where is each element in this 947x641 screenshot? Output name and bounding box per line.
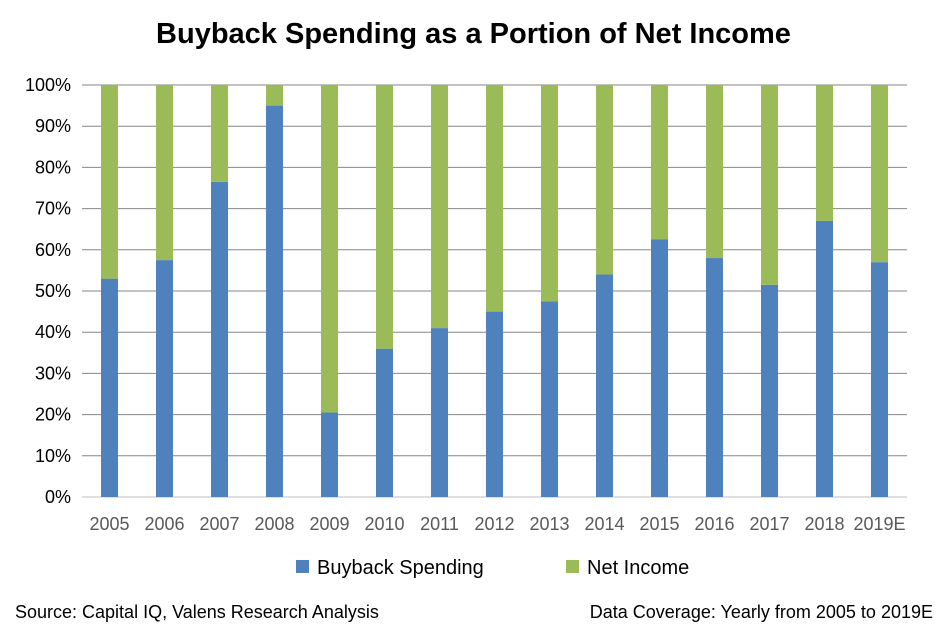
y-tick-label: 40% xyxy=(35,322,71,342)
x-tick-label: 2015 xyxy=(639,514,679,534)
bar-net-income xyxy=(761,85,778,285)
bar-buyback-spending xyxy=(266,105,283,497)
bar-buyback-spending xyxy=(486,311,503,497)
bar-net-income xyxy=(706,85,723,259)
bar-buyback-spending xyxy=(101,278,118,497)
bar-net-income xyxy=(266,85,283,106)
y-tick-label: 50% xyxy=(35,281,71,301)
bar-buyback-spending xyxy=(376,348,393,497)
y-tick-label: 0% xyxy=(45,487,71,507)
bar-buyback-spending xyxy=(156,260,173,497)
bar-buyback-spending xyxy=(761,284,778,497)
bar-buyback-spending xyxy=(321,412,338,497)
x-tick-label: 2018 xyxy=(804,514,844,534)
bar-buyback-spending xyxy=(211,181,228,497)
bar-net-income xyxy=(651,85,668,240)
bar-net-income xyxy=(816,85,833,221)
bars xyxy=(101,85,888,497)
source-note: Source: Capital IQ, Valens Research Anal… xyxy=(15,602,379,622)
y-tick-label: 60% xyxy=(35,240,71,260)
bar-buyback-spending xyxy=(541,301,558,497)
legend-label: Buyback Spending xyxy=(317,557,484,579)
x-tick-label: 2016 xyxy=(694,514,734,534)
y-tick-label: 90% xyxy=(35,116,71,136)
x-tick-label: 2017 xyxy=(749,514,789,534)
legend-swatch xyxy=(296,560,309,573)
bar-buyback-spending xyxy=(871,262,888,497)
x-tick-label: 2009 xyxy=(309,514,349,534)
x-tick-label: 2013 xyxy=(529,514,569,534)
x-axis-ticks: 2005 2006 2007 2008 2009 2010 2011 2012 2013 2014… xyxy=(89,514,905,534)
bar-net-income xyxy=(431,85,448,329)
bar-net-income xyxy=(541,85,558,302)
bar-buyback-spending xyxy=(596,274,613,497)
x-tick-label: 2011 xyxy=(420,514,459,534)
x-tick-label: 2019E xyxy=(853,514,905,534)
legend: Buyback Spending Net Income xyxy=(296,557,689,579)
bar-net-income xyxy=(376,85,393,349)
bar-net-income xyxy=(156,85,173,261)
x-tick-label: 2014 xyxy=(584,514,624,534)
bar-net-income xyxy=(871,85,888,263)
bar-buyback-spending xyxy=(816,220,833,497)
y-tick-label: 30% xyxy=(35,363,71,383)
legend-swatch xyxy=(566,560,579,573)
bar-net-income xyxy=(596,85,613,275)
bar-net-income xyxy=(211,85,228,182)
y-tick-label: 70% xyxy=(35,199,71,219)
y-tick-label: 80% xyxy=(35,157,71,177)
y-tick-label: 100% xyxy=(25,75,71,95)
x-tick-label: 2010 xyxy=(364,514,404,534)
legend-label: Net Income xyxy=(587,557,689,579)
x-tick-label: 2008 xyxy=(254,514,294,534)
y-tick-label: 20% xyxy=(35,405,71,425)
x-tick-label: 2012 xyxy=(474,514,514,534)
data-coverage-note: Data Coverage: Yearly from 2005 to 2019E xyxy=(589,602,933,622)
bar-buyback-spending xyxy=(706,258,723,497)
x-tick-label: 2006 xyxy=(144,514,184,534)
y-tick-label: 10% xyxy=(35,446,71,466)
x-tick-label: 2005 xyxy=(89,514,129,534)
bar-net-income xyxy=(321,85,338,413)
bar-buyback-spending xyxy=(651,239,668,497)
chart-title: Buyback Spending as a Portion of Net Inc… xyxy=(156,18,791,50)
bar-buyback-spending xyxy=(431,328,448,497)
bar-net-income xyxy=(486,85,503,312)
x-tick-label: 2007 xyxy=(199,514,239,534)
y-axis-ticks: 0% 10% 20% 30% 40% 50% 60% 70% 80% 90% 100% xyxy=(25,75,71,507)
bar-net-income xyxy=(101,85,118,279)
